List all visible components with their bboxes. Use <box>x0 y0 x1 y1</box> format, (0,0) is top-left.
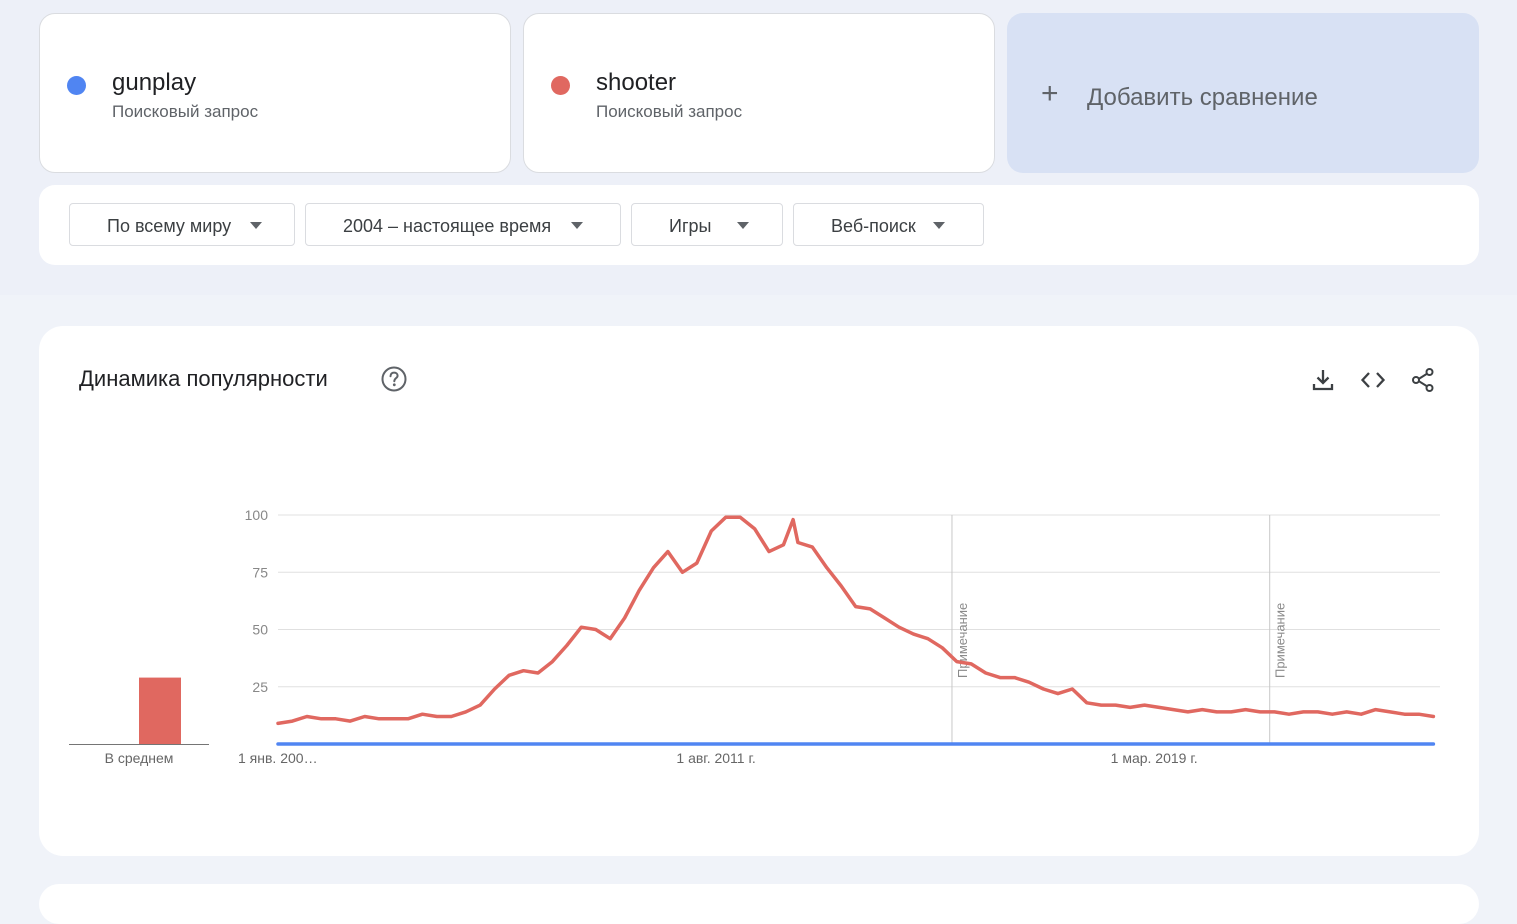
chevron-down-icon <box>737 222 749 229</box>
region-label: По всему миру <box>107 216 232 236</box>
term-name[interactable]: gunplay <box>112 69 197 96</box>
chevron-down-icon <box>933 222 945 229</box>
y-tick-label: 100 <box>245 507 269 523</box>
term-card-gunplay[interactable]: gunplay Поисковый запрос <box>39 13 511 173</box>
period-dropdown[interactable]: 2004 – настоящее время <box>305 203 621 246</box>
annotation-label: Примечание <box>955 603 970 678</box>
region-dropdown[interactable]: По всему миру <box>69 203 295 246</box>
plus-icon: + <box>1041 77 1059 110</box>
add-comparison-button[interactable]: + Добавить сравнение <box>1007 13 1479 173</box>
term-type: Поисковый запрос <box>596 102 743 121</box>
period-label: 2004 – настоящее время <box>343 216 552 236</box>
next-section-card <box>39 884 1479 924</box>
share-icon[interactable] <box>1410 367 1436 393</box>
y-tick-label: 50 <box>252 622 268 638</box>
x-tick-label: 1 мар. 2019 г. <box>1111 750 1198 766</box>
series-line-shooter <box>276 515 1436 726</box>
help-circle-icon[interactable] <box>380 365 408 393</box>
average-bars: В среднем <box>69 677 209 766</box>
y-tick-label: 25 <box>252 679 268 695</box>
search-type-label: Веб-поиск <box>831 216 916 236</box>
category-dropdown[interactable]: Игры <box>631 203 783 246</box>
search-type-dropdown[interactable]: Веб-поиск <box>793 203 984 246</box>
category-label: Игры <box>669 216 712 236</box>
annotations: Примечание Примечание <box>951 515 1288 744</box>
x-tick-label: 1 авг. 2011 г. <box>676 750 755 766</box>
average-bar-shooter <box>139 677 181 744</box>
term-card-shooter[interactable]: shooter Поисковый запрос <box>523 13 995 173</box>
filters-bar: По всему миру 2004 – настоящее время Игр… <box>39 185 1479 265</box>
interest-over-time-card: Динамика популярности В среднем 100 75 50 2… <box>39 326 1479 856</box>
series-color-dot <box>67 76 86 95</box>
embed-code-icon[interactable] <box>1360 367 1386 393</box>
chevron-down-icon <box>250 222 262 229</box>
section-title: Динамика популярности <box>79 366 328 391</box>
average-label: В среднем <box>105 750 174 766</box>
series-color-dot <box>551 76 570 95</box>
add-comparison-label: Добавить сравнение <box>1087 84 1318 111</box>
annotation-label: Примечание <box>1273 603 1288 678</box>
download-icon[interactable] <box>1310 367 1336 393</box>
series-lines <box>276 515 1436 746</box>
x-axis-labels: 1 янв. 200… 1 авг. 2011 г. 1 мар. 2019 г. <box>238 750 1198 766</box>
term-name[interactable]: shooter <box>596 69 677 96</box>
x-tick-label: 1 янв. 200… <box>238 750 318 766</box>
y-tick-label: 75 <box>252 564 268 580</box>
grid-lines: 100 75 50 25 <box>245 507 1440 695</box>
term-type: Поисковый запрос <box>112 102 259 121</box>
chevron-down-icon <box>571 222 583 229</box>
